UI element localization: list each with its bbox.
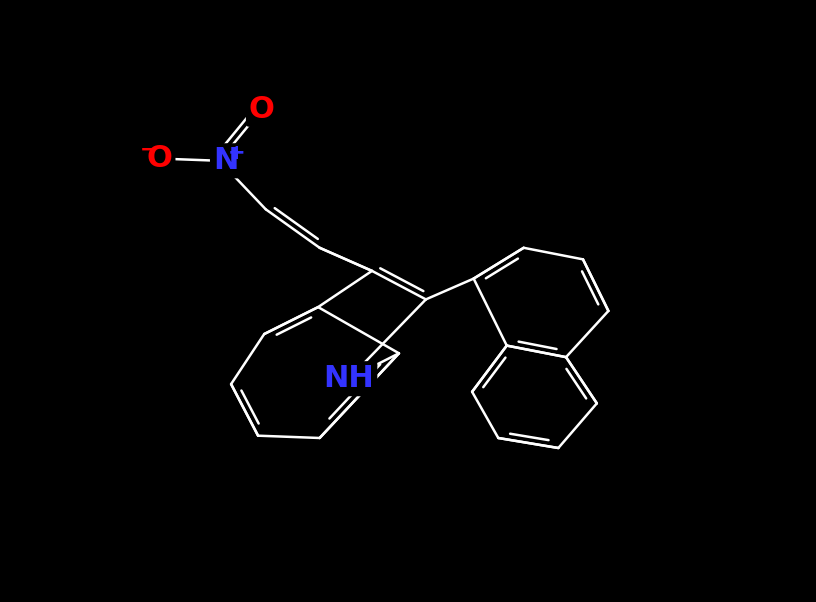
- Text: O: O: [249, 95, 275, 123]
- Text: NH: NH: [323, 364, 375, 393]
- Text: N: N: [213, 146, 238, 175]
- Text: +: +: [228, 143, 246, 163]
- Text: −: −: [140, 139, 157, 160]
- Text: O: O: [147, 144, 172, 173]
